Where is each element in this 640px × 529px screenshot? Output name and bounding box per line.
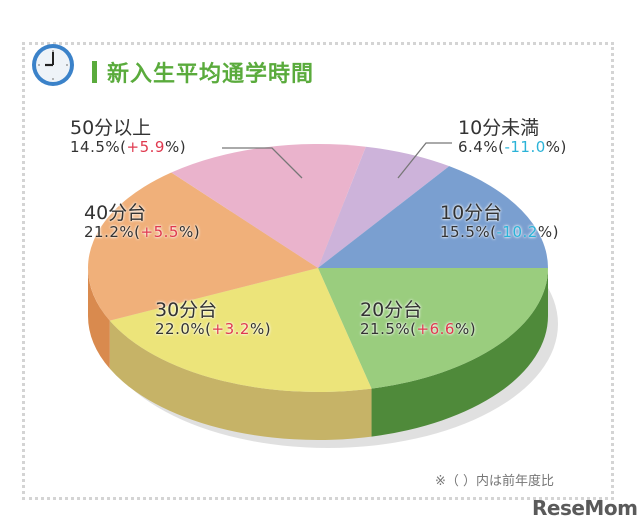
value-text: 21.5%(+6.6%): [360, 319, 477, 338]
title-text: 新入生平均通学時間: [107, 62, 315, 87]
value-text: 22.0%(+3.2%): [155, 319, 272, 338]
label-30s: 30分台 22.0%(+3.2%): [155, 299, 272, 338]
pie-side: [88, 268, 110, 369]
value-text: 21.2%(+5.5%): [84, 222, 201, 241]
label-50-plus: 50分以上 14.5%(+5.9%): [70, 117, 187, 156]
pie-side: [371, 268, 548, 437]
pie-slice: [318, 267, 548, 389]
pie-slice: [318, 146, 450, 268]
value-text: 15.5%(-10.2%): [440, 222, 559, 241]
leader-line: [397, 142, 452, 179]
label-20s: 20分台 21.5%(+6.6%): [360, 299, 477, 338]
title-accent-bar: [92, 61, 97, 83]
pie-slice: [87, 172, 318, 321]
value-text: 6.4%(-11.0%): [458, 137, 567, 156]
pie-side: [109, 320, 372, 440]
clock-icon: [32, 44, 74, 86]
value-text: 14.5%(+5.9%): [70, 137, 187, 156]
pie-slice: [318, 166, 548, 268]
pie-slice: [171, 144, 366, 268]
label-10s: 10分台 15.5%(-10.2%): [440, 202, 559, 241]
resemom-logo: ReseMom: [532, 496, 638, 520]
label-under-10: 10分未満 6.4%(-11.0%): [458, 117, 567, 156]
chart-title: 新入生平均通学時間: [92, 56, 314, 88]
pie-slice: [109, 268, 372, 392]
label-40s: 40分台 21.2%(+5.5%): [84, 202, 201, 241]
leader-line: [222, 147, 303, 179]
footnote: ※（ ）内は前年度比: [435, 474, 555, 489]
